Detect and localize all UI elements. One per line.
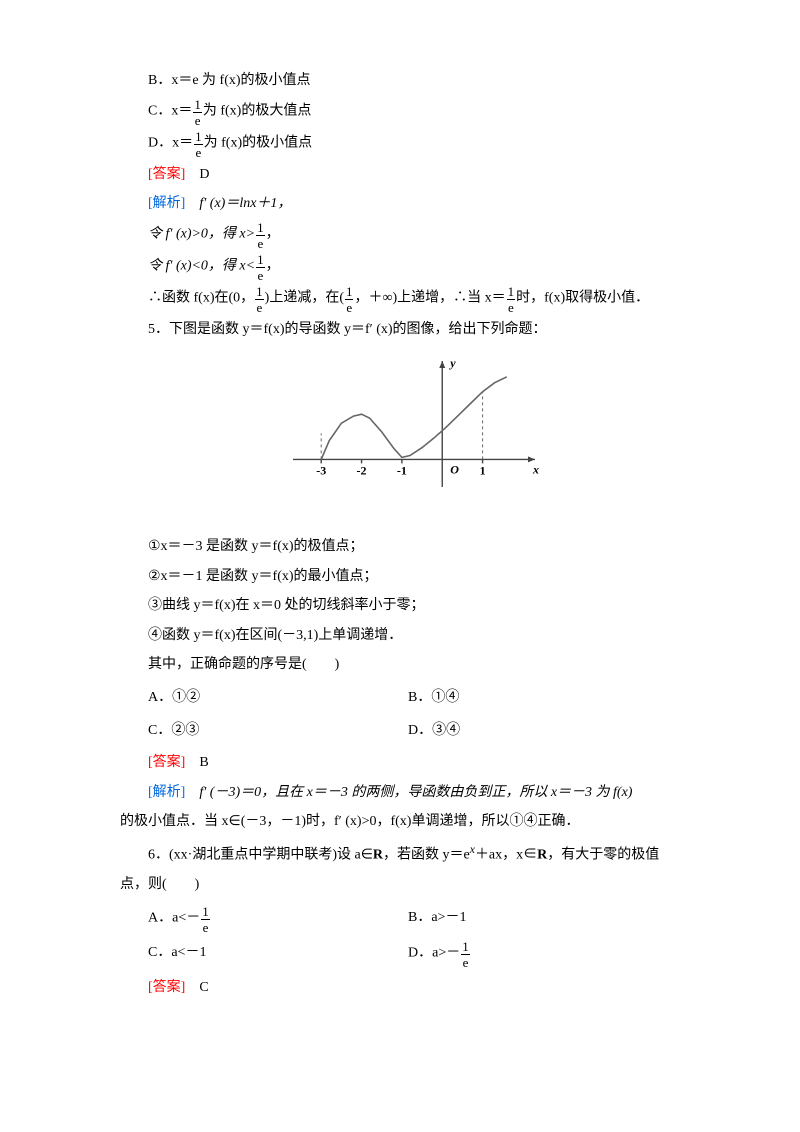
q5-s1: ①x＝－3 是函数 y＝f(x)的极值点； (148, 534, 705, 561)
q4-analysis-3: 令 f′ (x)<0，得 x<1e， (148, 253, 705, 282)
svg-text:1: 1 (479, 464, 485, 478)
q6-stem-1: 6．(xx·湖北重点中学期中联考)设 a∈R，若函数 y＝ex＋ax，x∈R，有… (148, 839, 705, 869)
svg-text:O: O (450, 463, 459, 477)
q6-option-c: C．a<－1 (148, 940, 408, 969)
q5-option-a: A．①② (148, 685, 408, 712)
q5-answer: [答案] B (148, 750, 705, 777)
q6-stem-2: 点，则( ) (120, 872, 705, 899)
q5-analysis-1: [解析] f′ (－3)＝0，且在 x＝－3 的两侧，导函数由负到正，所以 x＝… (148, 780, 705, 807)
q4-analysis-2: 令 f′ (x)>0，得 x>1e， (148, 221, 705, 250)
svg-text:-2: -2 (356, 464, 366, 478)
analysis-label: [解析] (148, 196, 185, 211)
answer-label: [答案] (148, 755, 185, 770)
q5-chart: -3 -2 -1 1 Ox y (120, 355, 705, 516)
svg-text:y: y (448, 356, 456, 370)
q4-answer: [答案] D (148, 162, 705, 189)
answer-label: [答案] (148, 167, 185, 182)
q5-s4: ④函数 y＝f(x)在区间(－3,1)上单调递增． (148, 623, 705, 650)
q4-option-c: C．x＝1e为 f(x)的极大值点 (148, 98, 705, 127)
q6-option-a: A．a<－1e (148, 905, 408, 934)
answer-label: [答案] (148, 980, 185, 995)
q5-s3: ③曲线 y＝f(x)在 x＝0 处的切线斜率小于零； (148, 593, 705, 620)
svg-text:x: x (532, 463, 539, 477)
q5-option-d: D．③④ (408, 718, 460, 745)
q6-option-b: B．a>－1 (408, 905, 466, 934)
q4-option-b: B．x＝e 为 f(x)的极小值点 (148, 68, 705, 95)
q5-s2: ②x＝－1 是函数 y＝f(x)的最小值点； (148, 564, 705, 591)
q5-stem: 5．下图是函数 y＝f(x)的导函数 y＝f′ (x)的图像，给出下列命题： (148, 317, 705, 344)
q6-option-d: D．a>－1e (408, 940, 471, 969)
q4-analysis-4: ∴函数 f(x)在(0，1e)上递减，在(1e，＋∞)上递增，∴当 x＝1e时，… (148, 285, 705, 314)
q5-s5: 其中，正确命题的序号是( ) (148, 652, 705, 679)
q4-analysis-1: [解析] f′ (x)＝lnx＋1， (148, 191, 705, 218)
q4-option-d: D．x＝1e为 f(x)的极小值点 (148, 130, 705, 159)
q6-answer: [答案] C (148, 975, 705, 1002)
svg-text:-1: -1 (396, 464, 406, 478)
q5-analysis-2: 的极小值点．当 x∈(－3，－1)时，f′ (x)>0，f(x)单调递增，所以①… (120, 809, 705, 836)
svg-text:-3: -3 (316, 464, 326, 478)
analysis-label: [解析] (148, 785, 185, 800)
q5-option-c: C．②③ (148, 718, 408, 745)
q5-option-b: B．①④ (408, 685, 459, 712)
